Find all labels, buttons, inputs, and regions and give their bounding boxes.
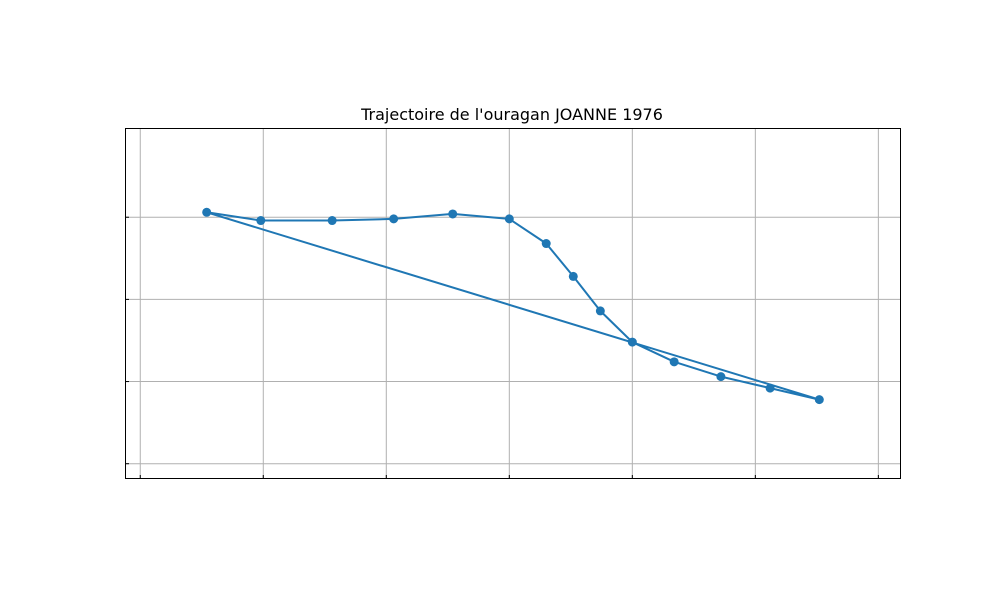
track-point [327,216,337,226]
track-point [669,357,679,367]
grid-lines [125,128,901,479]
series-group [202,207,824,405]
plot-area-frame [125,128,901,479]
track-point [202,207,212,217]
track-point [814,395,824,405]
track-point [716,372,726,382]
chart-title: Trajectoire de l'ouragan JOANNE 1976 [360,105,663,124]
track-point [595,306,605,316]
track-point [256,216,266,226]
track-point [541,239,551,249]
track-line-0 [206,211,821,401]
track-point [627,337,637,347]
track-point [568,271,578,281]
track-point [504,214,514,224]
track-point [765,383,775,393]
track-point [389,214,399,224]
track-point [448,209,458,219]
